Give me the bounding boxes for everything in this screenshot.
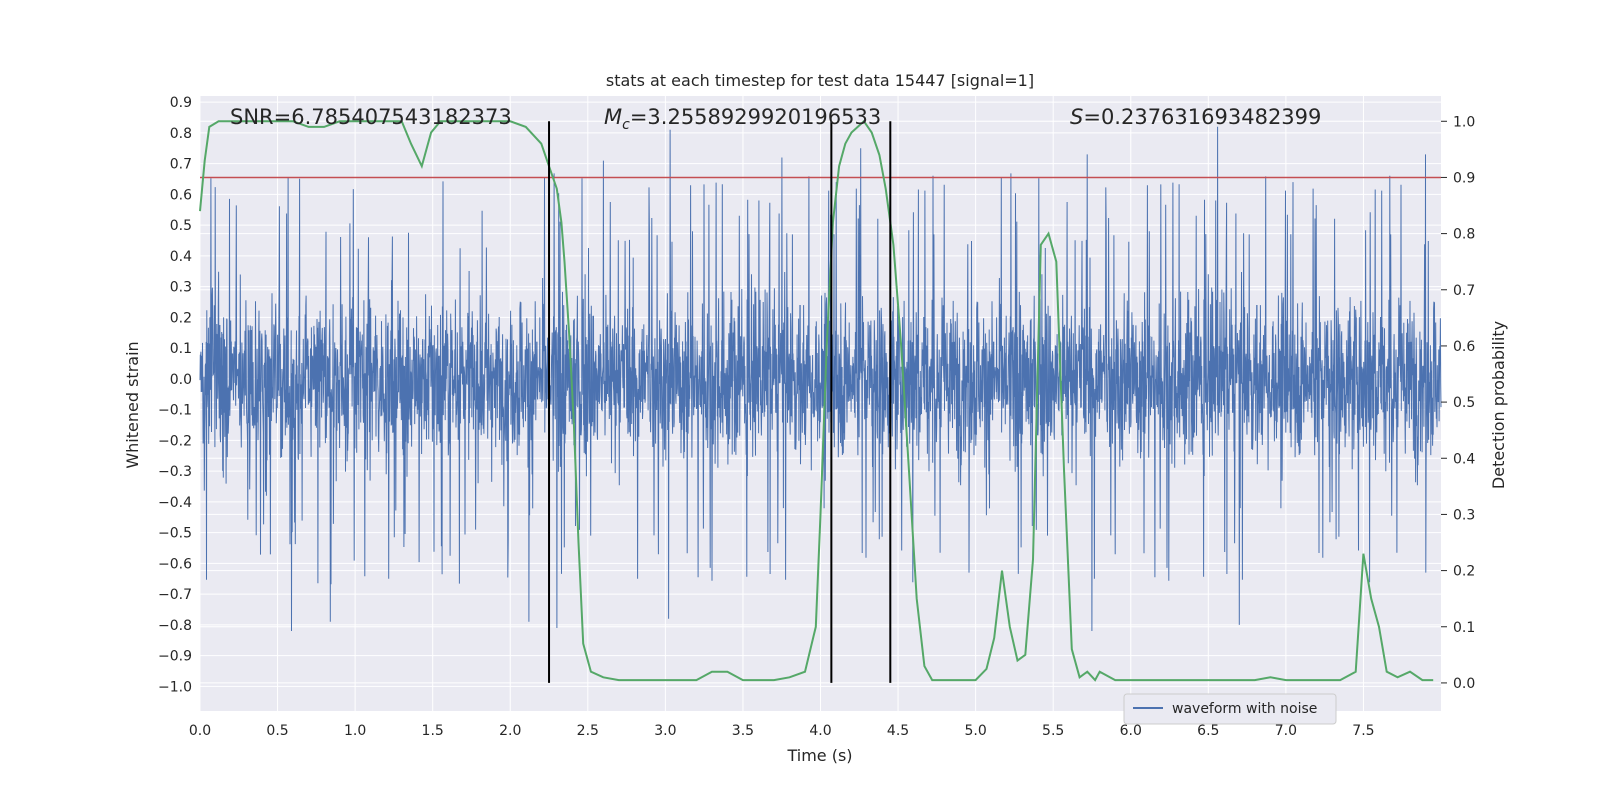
x-tick-label: 1.0 <box>344 723 366 739</box>
y-left-tick-label: −0.4 <box>158 495 192 511</box>
legend-label: waveform with noise <box>1172 701 1317 717</box>
x-tick-label: 5.0 <box>964 723 986 739</box>
detection-probability-series <box>199 119 1434 682</box>
y-right-tick-label: 0.9 <box>1453 170 1475 186</box>
x-tick-label: 0.5 <box>266 723 288 739</box>
waveform-series <box>199 126 1442 632</box>
y-axis-left-label: Whitened strain <box>123 341 142 468</box>
y-left-ticks: −1.0 −0.9 −0.8 −0.7 −0.6 −0.5 −0.4 −0.3 −0.2 −0.1… <box>158 95 192 695</box>
y-left-tick-label: −0.5 <box>158 526 192 542</box>
y-right-ticks: 0.0 0.1 0.2 0.3 0.4 0.5 0.6 0.7 0.8 0.9 1.0 <box>1441 114 1475 692</box>
chirp-mass-value: =3.2558929920196533 <box>630 105 881 129</box>
x-tick-label: 3.0 <box>654 723 676 739</box>
x-tick-label: 7.0 <box>1275 723 1297 739</box>
legend: waveform with noise <box>1123 693 1337 725</box>
y-left-tick-label: −0.1 <box>158 403 192 419</box>
snr-annotation: SNR=6.785407543182373 <box>230 105 512 129</box>
y-left-tick-label: −0.3 <box>158 464 192 480</box>
y-left-tick-label: −0.2 <box>158 433 192 449</box>
y-left-tick-label: 0.0 <box>170 372 192 388</box>
s-value: =0.237631693482399 <box>1083 105 1321 129</box>
y-right-tick-label: 0.5 <box>1453 395 1475 411</box>
y-left-tick-label: −0.9 <box>158 649 192 665</box>
waveform-line <box>199 126 1442 632</box>
chart-title: stats at each timestep for test data 154… <box>606 71 1034 90</box>
x-tick-label: 4.5 <box>887 723 909 739</box>
y-left-tick-label: 0.6 <box>170 187 192 203</box>
y-left-tick-label: −0.7 <box>158 587 192 603</box>
y-left-tick-label: −1.0 <box>158 679 192 695</box>
s-annotation: S=0.237631693482399 <box>1070 105 1321 129</box>
y-left-tick-label: 0.9 <box>170 95 192 111</box>
y-right-tick-label: 0.0 <box>1453 676 1475 692</box>
x-tick-label: 7.5 <box>1352 723 1374 739</box>
y-right-tick-label: 0.6 <box>1453 339 1475 355</box>
detection-probability-line <box>199 119 1434 682</box>
x-tick-label: 2.5 <box>577 723 599 739</box>
x-axis-label: Time (s) <box>786 746 852 765</box>
x-tick-label: 1.5 <box>422 723 444 739</box>
x-ticks: 0.0 0.5 1.0 1.5 2.0 2.5 3.0 3.5 4.0 4.5 5.0 5.5 6.0 6… <box>189 723 1375 739</box>
y-right-tick-label: 0.8 <box>1453 227 1475 243</box>
chirp-mass-annotation: Mc=3.2558929920196533 <box>604 105 881 133</box>
y-left-tick-label: 0.7 <box>170 157 192 173</box>
x-tick-label: 5.5 <box>1042 723 1064 739</box>
s-symbol: S <box>1070 105 1083 129</box>
x-tick-label: 3.5 <box>732 723 754 739</box>
x-tick-label: 2.0 <box>499 723 521 739</box>
y-right-tick-label: 0.7 <box>1453 283 1475 299</box>
y-left-tick-label: 0.3 <box>170 280 192 296</box>
y-left-tick-label: 0.4 <box>170 249 192 265</box>
y-left-tick-label: 0.8 <box>170 126 192 142</box>
y-right-tick-label: 0.3 <box>1453 507 1475 523</box>
chirp-mass-subscript: c <box>622 117 630 133</box>
y-left-tick-label: 0.1 <box>170 341 192 357</box>
y-left-tick-label: 0.2 <box>170 310 192 326</box>
legend-box <box>1123 693 1337 725</box>
chirp-mass-symbol: M <box>604 105 622 129</box>
x-tick-label: 6.0 <box>1120 723 1142 739</box>
y-right-tick-label: 0.1 <box>1453 620 1475 636</box>
y-left-tick-label: −0.8 <box>158 618 192 634</box>
x-tick-label: 6.5 <box>1197 723 1219 739</box>
y-right-tick-label: 0.4 <box>1453 451 1475 467</box>
y-left-tick-label: −0.6 <box>158 556 192 572</box>
x-tick-label: 0.0 <box>189 723 211 739</box>
x-tick-label: 4.0 <box>809 723 831 739</box>
y-right-tick-label: 0.2 <box>1453 564 1475 580</box>
y-axis-right-label: Detection probability <box>1489 321 1508 489</box>
y-left-tick-label: 0.5 <box>170 218 192 234</box>
y-right-tick-label: 1.0 <box>1453 114 1475 130</box>
marker-lines <box>548 121 892 683</box>
